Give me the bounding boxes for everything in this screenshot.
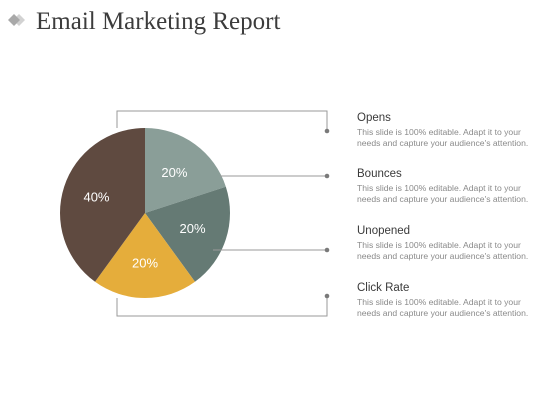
connector-click-rate <box>116 296 328 317</box>
pie-slice-click-rate <box>59 128 145 282</box>
legend-name-click-rate: Click Rate <box>357 282 410 294</box>
legend-name-opens: Opens <box>357 112 391 124</box>
connector-dot-bounces <box>324 173 330 179</box>
pie-label-bounces: 20% <box>180 221 206 236</box>
legend-name-bounces: Bounces <box>357 168 402 180</box>
legend-desc-bounces: This slide is 100% editable. Adapt it to… <box>357 183 529 204</box>
legend-desc-opens: This slide is 100% editable. Adapt it to… <box>357 127 529 148</box>
legend-desc-unopened: This slide is 100% editable. Adapt it to… <box>357 240 529 261</box>
diamond-shapes-icon <box>8 14 25 26</box>
pie-chart: 20% 20% 20% 40% <box>59 128 230 299</box>
pie-label-click-rate: 40% <box>83 190 109 205</box>
legend-item-bounces: Bounces This slide is 100% editable. Ada… <box>357 167 532 204</box>
pie-slice-bounces <box>145 186 230 282</box>
connector-dot-opens <box>324 128 330 134</box>
pie-slice-opens <box>145 128 226 213</box>
pie-label-unopened: 20% <box>132 256 158 271</box>
legend-name-unopened: Unopened <box>357 225 411 237</box>
connector-dot-unopened <box>324 247 330 253</box>
connector-dot-click-rate <box>324 293 330 299</box>
legend-connectors <box>116 110 330 317</box>
legend-desc-click-rate: This slide is 100% editable. Adapt it to… <box>357 297 529 318</box>
page-title: Email Marketing Report <box>36 8 281 35</box>
pie-label-opens: 20% <box>161 165 187 180</box>
legend-item-unopened: Unopened This slide is 100% editable. Ad… <box>357 224 532 261</box>
logo-dark-diamond <box>8 14 20 26</box>
logo-diamond-icon <box>6 10 36 30</box>
legend-item-click-rate: Click Rate This slide is 100% editable. … <box>357 281 532 318</box>
legend-item-opens: Opens This slide is 100% editable. Adapt… <box>357 111 532 148</box>
pie-slice-unopened <box>95 213 195 299</box>
connector-opens <box>116 110 328 131</box>
